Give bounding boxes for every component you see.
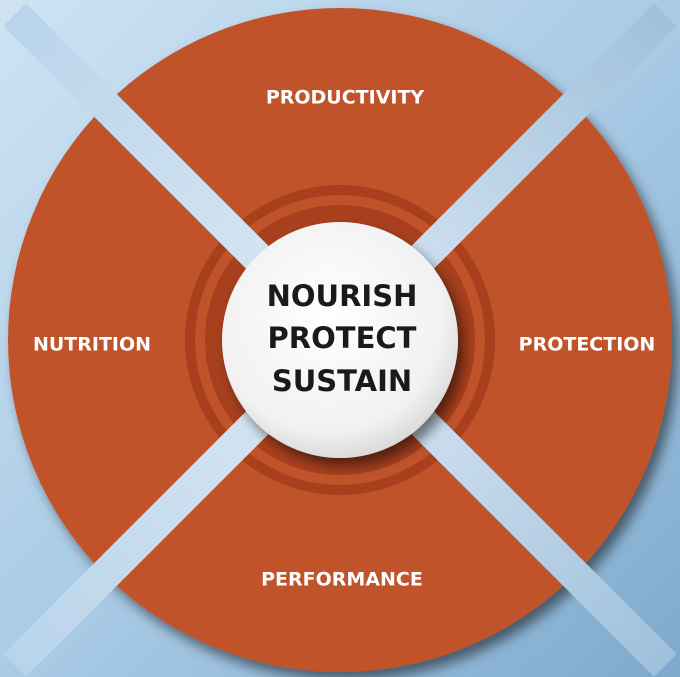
segment-label: PROTECTION — [519, 334, 656, 356]
segment-label: PRODUCTIVITY — [266, 87, 425, 109]
page: {"center": {"lines": ["NOURISH", "PROTEC… — [0, 0, 680, 677]
diagram: PRODUCTIVITY PROTECTION PERFORMANCE NUTR… — [0, 0, 680, 677]
segment-label: PERFORMANCE — [261, 569, 423, 591]
center-text: PROTECT — [268, 321, 417, 355]
center-text: NOURISH — [267, 279, 418, 313]
center-text: SUSTAIN — [272, 364, 412, 398]
segment-label: NUTRITION — [33, 334, 151, 356]
